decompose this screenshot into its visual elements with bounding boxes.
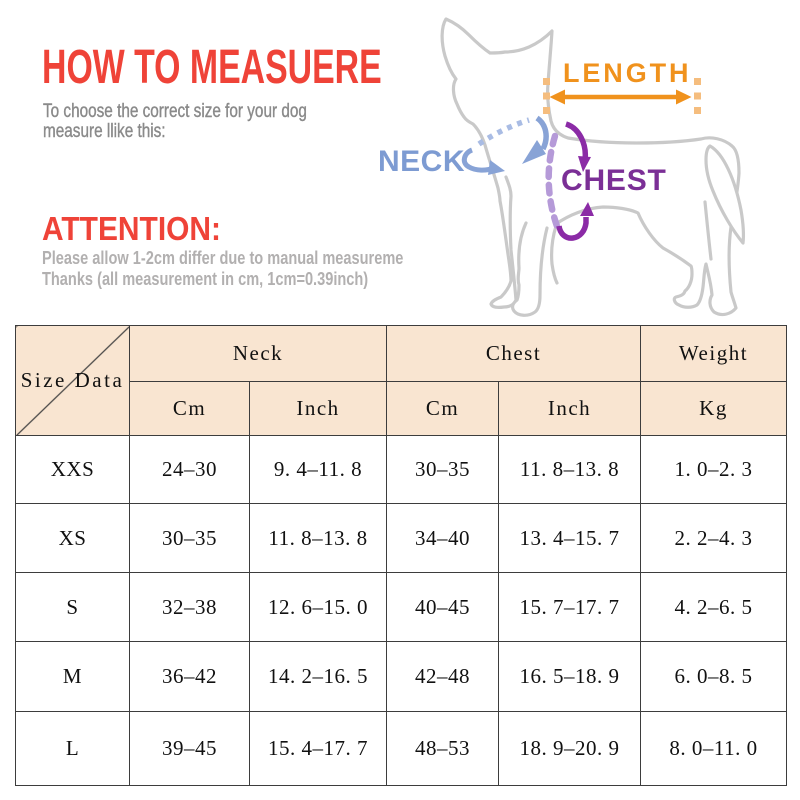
svg-text:NECK: NECK — [380, 145, 465, 178]
svg-text:LENGTH: LENGTH — [563, 58, 691, 88]
svg-text:CHEST: CHEST — [561, 164, 667, 197]
